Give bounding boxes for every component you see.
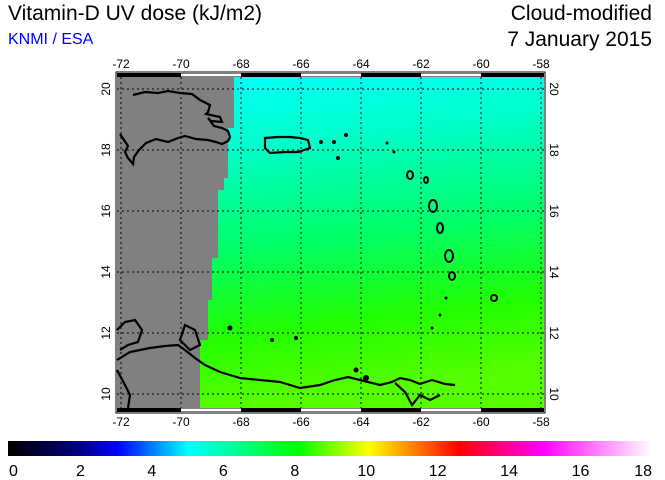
graticule (117, 77, 544, 408)
colorbar-tick-label: 8 (290, 463, 299, 480)
lon-tick-label: -68 (232, 57, 250, 71)
product-label: Cloud-modified (510, 2, 652, 25)
lat-tick-label: 14 (99, 265, 113, 279)
colorbar (8, 441, 652, 456)
frame-segment (421, 73, 481, 77)
colorbar-tick-label: 4 (147, 463, 156, 480)
lon-tick-label: -62 (412, 415, 430, 429)
map-title: Vitamin-D UV dose (kJ/m2) (8, 2, 263, 25)
colorbar-tick-label: 2 (76, 463, 85, 480)
coastlines (116, 89, 456, 409)
lon-tick-label: -58 (532, 415, 550, 429)
map-plot-area (115, 71, 546, 414)
lon-tick-label: -66 (292, 57, 310, 71)
colorbar-tick-label: 10 (357, 463, 375, 480)
lon-tick-label: -62 (412, 57, 430, 71)
lon-tick-label: -64 (352, 415, 370, 429)
colorbar-labels: 0 2 4 6 8 10 12 14 16 18 (9, 463, 652, 480)
small-islands (227, 133, 498, 381)
lon-tick-label: -70 (172, 57, 190, 71)
lon-tick-label: -58 (532, 57, 550, 71)
date-label: 7 January 2015 (507, 28, 652, 51)
lat-tick-label: 18 (99, 143, 113, 157)
colorbar-tick-label: 18 (634, 463, 652, 480)
colorbar-tick-label: 14 (500, 463, 518, 480)
lon-tick-label: -70 (172, 415, 190, 429)
frame-segment (181, 73, 241, 77)
lat-tick-label: 14 (547, 265, 561, 279)
frame-segment (301, 408, 361, 412)
frame-segment (301, 73, 361, 77)
frame-segments (181, 73, 481, 412)
frame-segment (421, 408, 481, 412)
lat-tick-label: 18 (547, 143, 561, 157)
map-frame (115, 71, 546, 414)
lat-tick-label: 20 (547, 82, 561, 96)
lon-tick-label: -72 (112, 415, 130, 429)
credit-label: KNMI / ESA (8, 31, 94, 48)
no-data-region (117, 75, 234, 410)
lat-tick-label: 10 (547, 387, 561, 401)
colorbar-tick-label: 12 (429, 463, 447, 480)
colorbar-tick-label: 6 (219, 463, 228, 480)
axis-labels: -72 -72 -70 -70 -68 -68 -66 -66 -64 -64 -62 -62 -60 -… (99, 57, 561, 429)
frame-segment (181, 408, 241, 412)
lon-tick-label: -68 (232, 415, 250, 429)
lon-tick-label: -64 (352, 57, 370, 71)
lon-tick-label: -60 (472, 57, 490, 71)
colorbar-tick-label: 0 (9, 463, 18, 480)
colorbar-tick-label: 16 (572, 463, 590, 480)
lat-tick-label: 12 (547, 326, 561, 340)
lon-tick-label: -66 (292, 415, 310, 429)
lat-tick-label: 20 (99, 82, 113, 96)
lat-tick-label: 12 (99, 326, 113, 340)
lat-tick-label: 16 (547, 204, 561, 218)
lon-tick-label: -60 (472, 415, 490, 429)
lat-tick-label: 16 (99, 204, 113, 218)
lon-tick-label: -72 (112, 57, 130, 71)
lat-tick-label: 10 (99, 387, 113, 401)
